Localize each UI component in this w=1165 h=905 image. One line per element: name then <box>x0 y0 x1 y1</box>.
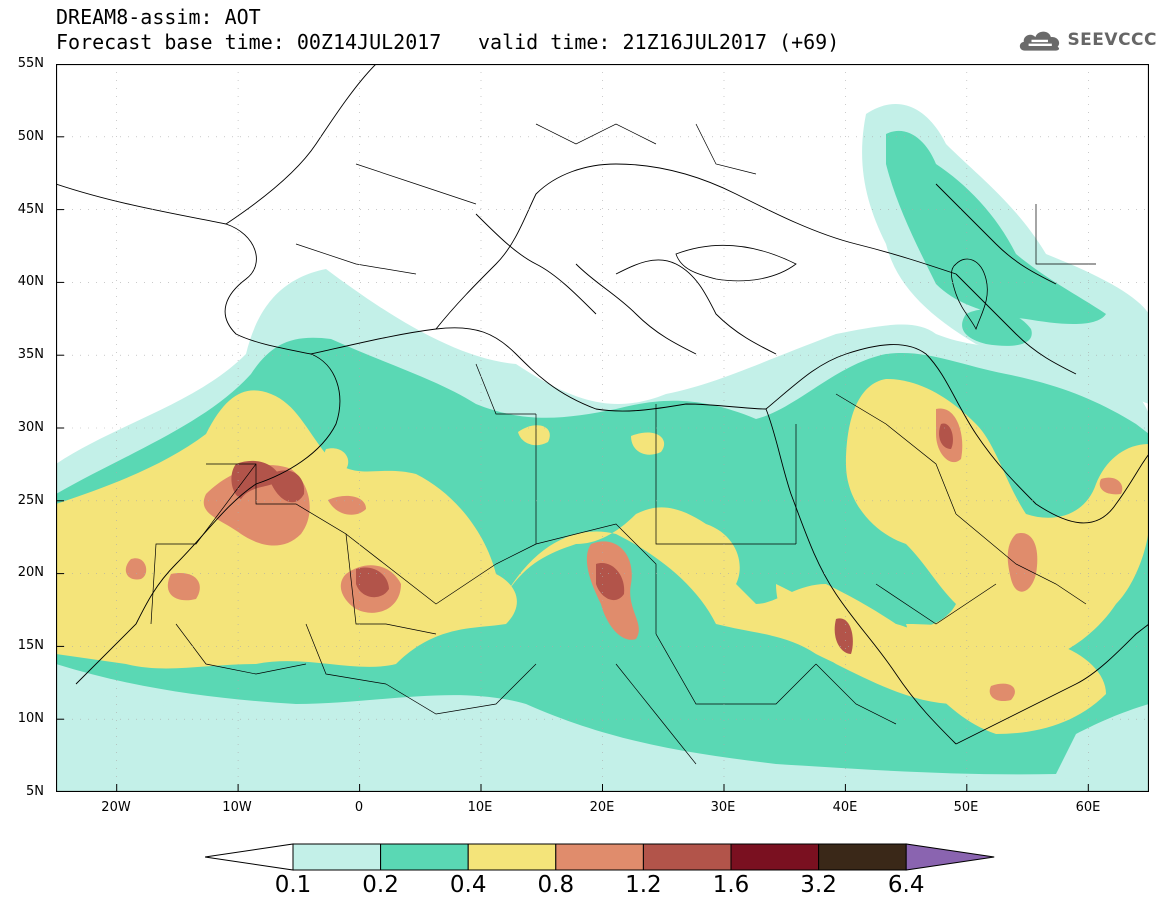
aot-forecast-map <box>56 64 1149 792</box>
colorbar-segment <box>292 843 382 871</box>
lat-label: 55N <box>17 56 44 71</box>
colorbar-segment <box>642 843 732 871</box>
lon-label: 50E <box>953 800 979 815</box>
colorbar-segment <box>818 843 907 871</box>
lat-label: 50N <box>17 129 44 144</box>
lon-label: 10E <box>467 800 493 815</box>
colorbar-label: 0.2 <box>362 872 399 898</box>
forecast-base-time: Forecast base time: 00Z14JUL2017 <box>56 30 442 54</box>
colorbar-label: 0.4 <box>449 872 487 898</box>
lat-label: 30N <box>17 420 44 435</box>
lat-label: 40N <box>17 274 44 289</box>
colorbar-segment <box>467 843 557 871</box>
colorbar <box>205 843 995 871</box>
lon-label: 0 <box>354 800 364 815</box>
colorbar-lower-extension <box>205 843 294 871</box>
map-title: DREAM8-assim: AOT <box>56 5 261 29</box>
colorbar-segment <box>730 843 820 871</box>
valid-time: valid time: 21Z16JUL2017 (+69) <box>478 30 840 54</box>
colorbar-label: 6.4 <box>887 872 925 898</box>
lon-label: 30E <box>710 800 736 815</box>
colorbar-label: 1.6 <box>712 872 750 898</box>
logo-text: SEEVCCC <box>1067 30 1157 50</box>
colorbar-label: 1.2 <box>625 872 662 898</box>
lon-label: 40E <box>832 800 858 815</box>
cloud-icon <box>1019 31 1060 51</box>
colorbar-segment <box>555 843 644 871</box>
black-sea <box>675 244 797 282</box>
aot-level-0.4 <box>56 379 1149 734</box>
coastlines <box>56 64 1149 745</box>
lat-label: 35N <box>17 347 44 362</box>
country-borders <box>150 123 1096 765</box>
colorbar-label: 0.8 <box>537 872 575 898</box>
lon-label: 20W <box>101 800 131 815</box>
colorbar-label: 0.1 <box>274 872 312 898</box>
lat-label: 5N <box>26 784 44 799</box>
lat-label: 45N <box>17 202 44 217</box>
lat-label: 20N <box>17 565 44 580</box>
lon-label: 10W <box>222 800 252 815</box>
lat-label: 10N <box>17 711 44 726</box>
lon-label: 20E <box>589 800 615 815</box>
colorbar-upper-extension <box>905 843 995 871</box>
lon-label: 60E <box>1075 800 1101 815</box>
colorbar-label: 3.2 <box>800 872 837 898</box>
colorbar-segment <box>380 843 469 871</box>
axis-ticks <box>56 136 1089 792</box>
lat-label: 15N <box>17 638 44 653</box>
seevccc-logo: SEEVCCC <box>1017 25 1157 55</box>
lat-label: 25N <box>17 493 44 508</box>
